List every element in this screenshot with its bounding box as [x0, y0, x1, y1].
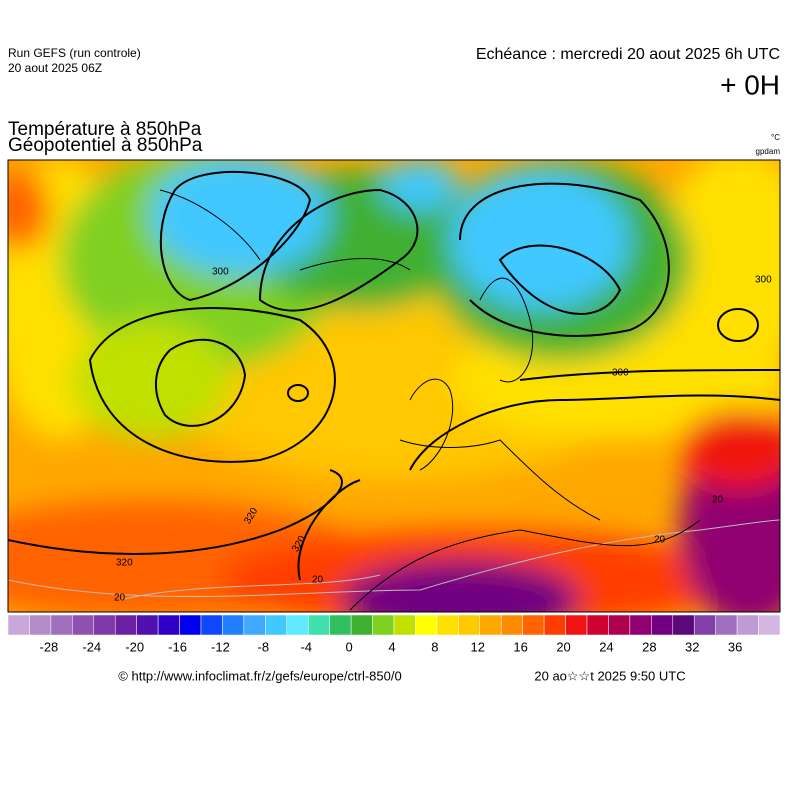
colorbar-swatch: [200, 614, 223, 636]
contour-label: 20: [312, 575, 324, 586]
unit-geopotential: gpdam: [756, 147, 781, 156]
colorbar-swatch: [7, 614, 30, 636]
colorbar-tick-label: 8: [431, 639, 438, 654]
map-field: 300 300 300 320 320 320 20 20 20 20: [8, 160, 780, 612]
contour-label: 20: [712, 495, 724, 506]
colorbar-tick-label: -8: [258, 639, 270, 654]
colorbar-swatch: [265, 614, 288, 636]
colorbar-swatch: [29, 614, 52, 636]
colorbar-swatch: [693, 614, 716, 636]
colorbar-tick-label: 20: [556, 639, 570, 654]
colorbar-swatch: [608, 614, 631, 636]
map-frame: [7, 159, 781, 613]
colorbar-swatch: [93, 614, 116, 636]
source-url: © http://www.infoclimat.fr/z/gefs/europe…: [118, 668, 401, 683]
colorbar-swatch: [350, 614, 373, 636]
colorbar-swatch: [329, 614, 352, 636]
valid-time: Echéance : mercredi 20 aout 2025 6h UTC: [476, 46, 780, 63]
colorbar-swatch: [565, 614, 588, 636]
contour-label: 20: [654, 535, 666, 546]
colorbar-swatch: [436, 614, 459, 636]
colorbar-swatch: [157, 614, 180, 636]
colorbar-tick-label: 32: [685, 639, 699, 654]
colorbar-tick-label: -24: [82, 639, 101, 654]
contour-label: 300: [755, 275, 772, 286]
title-geopotential: Géopotentiel à 850hPa: [8, 135, 203, 156]
colorbar-swatch: [543, 614, 566, 636]
colorbar-swatch: [393, 614, 416, 636]
colorbar-swatch: [715, 614, 738, 636]
title-temperature: Température à 850hPa: [8, 119, 202, 140]
colorbar-swatch: [651, 614, 674, 636]
colorbar-swatch: [72, 614, 95, 636]
colorbar-tick-label: -12: [211, 639, 230, 654]
contour-label: 300: [212, 267, 229, 278]
colorbar-tick-label: -4: [300, 639, 312, 654]
colorbar-swatch: [479, 614, 502, 636]
colorbar-swatch: [415, 614, 438, 636]
contour-label: 300: [612, 368, 629, 379]
colorbar-swatch: [372, 614, 395, 636]
colorbar-swatch: [222, 614, 245, 636]
colorbar-swatch: [114, 614, 137, 636]
colorbar-tick-label: -20: [125, 639, 144, 654]
colorbar-swatch: [307, 614, 330, 636]
colorbar-swatch: [500, 614, 523, 636]
colorbar-tick-label: 16: [513, 639, 527, 654]
colorbar-tick-label: -28: [39, 639, 58, 654]
colorbar-swatch: [522, 614, 545, 636]
colorbar-swatch: [736, 614, 759, 636]
run-label: Run GEFS (run controle): [8, 46, 141, 60]
colorbar-swatch: [672, 614, 695, 636]
colorbar-tick-label: 12: [471, 639, 485, 654]
unit-temperature: °C: [771, 133, 780, 142]
colorbar-tick-label: 24: [599, 639, 613, 654]
colorbar-tick-label: 4: [388, 639, 395, 654]
colorbar-swatch: [629, 614, 652, 636]
colorbar-swatch: [179, 614, 202, 636]
colorbar-tick-label: -16: [168, 639, 187, 654]
colorbar-swatch: [50, 614, 73, 636]
lead-time: + 0H: [720, 69, 780, 100]
colorbar-swatch: [243, 614, 266, 636]
colorbar-swatch: [458, 614, 481, 636]
colorbar-swatch: [758, 614, 781, 636]
colorbar-swatch: [286, 614, 309, 636]
colorbar-tick-label: 28: [642, 639, 656, 654]
colorbar-swatch: [586, 614, 609, 636]
contour-label: 20: [114, 593, 126, 604]
colorbar-tick-label: 36: [728, 639, 742, 654]
contour-label: 320: [116, 558, 133, 569]
timestamp: 20 ao☆☆t 2025 9:50 UTC: [534, 668, 685, 683]
colorbar-swatch: [136, 614, 159, 636]
run-date: 20 aout 2025 06Z: [8, 61, 102, 75]
colorbar-tick-label: 0: [345, 639, 352, 654]
colorbar: -28 -24 -20 -16 -12 -8 -4 0 4 8 12 16 20 24 28 32 36: [7, 614, 781, 654]
